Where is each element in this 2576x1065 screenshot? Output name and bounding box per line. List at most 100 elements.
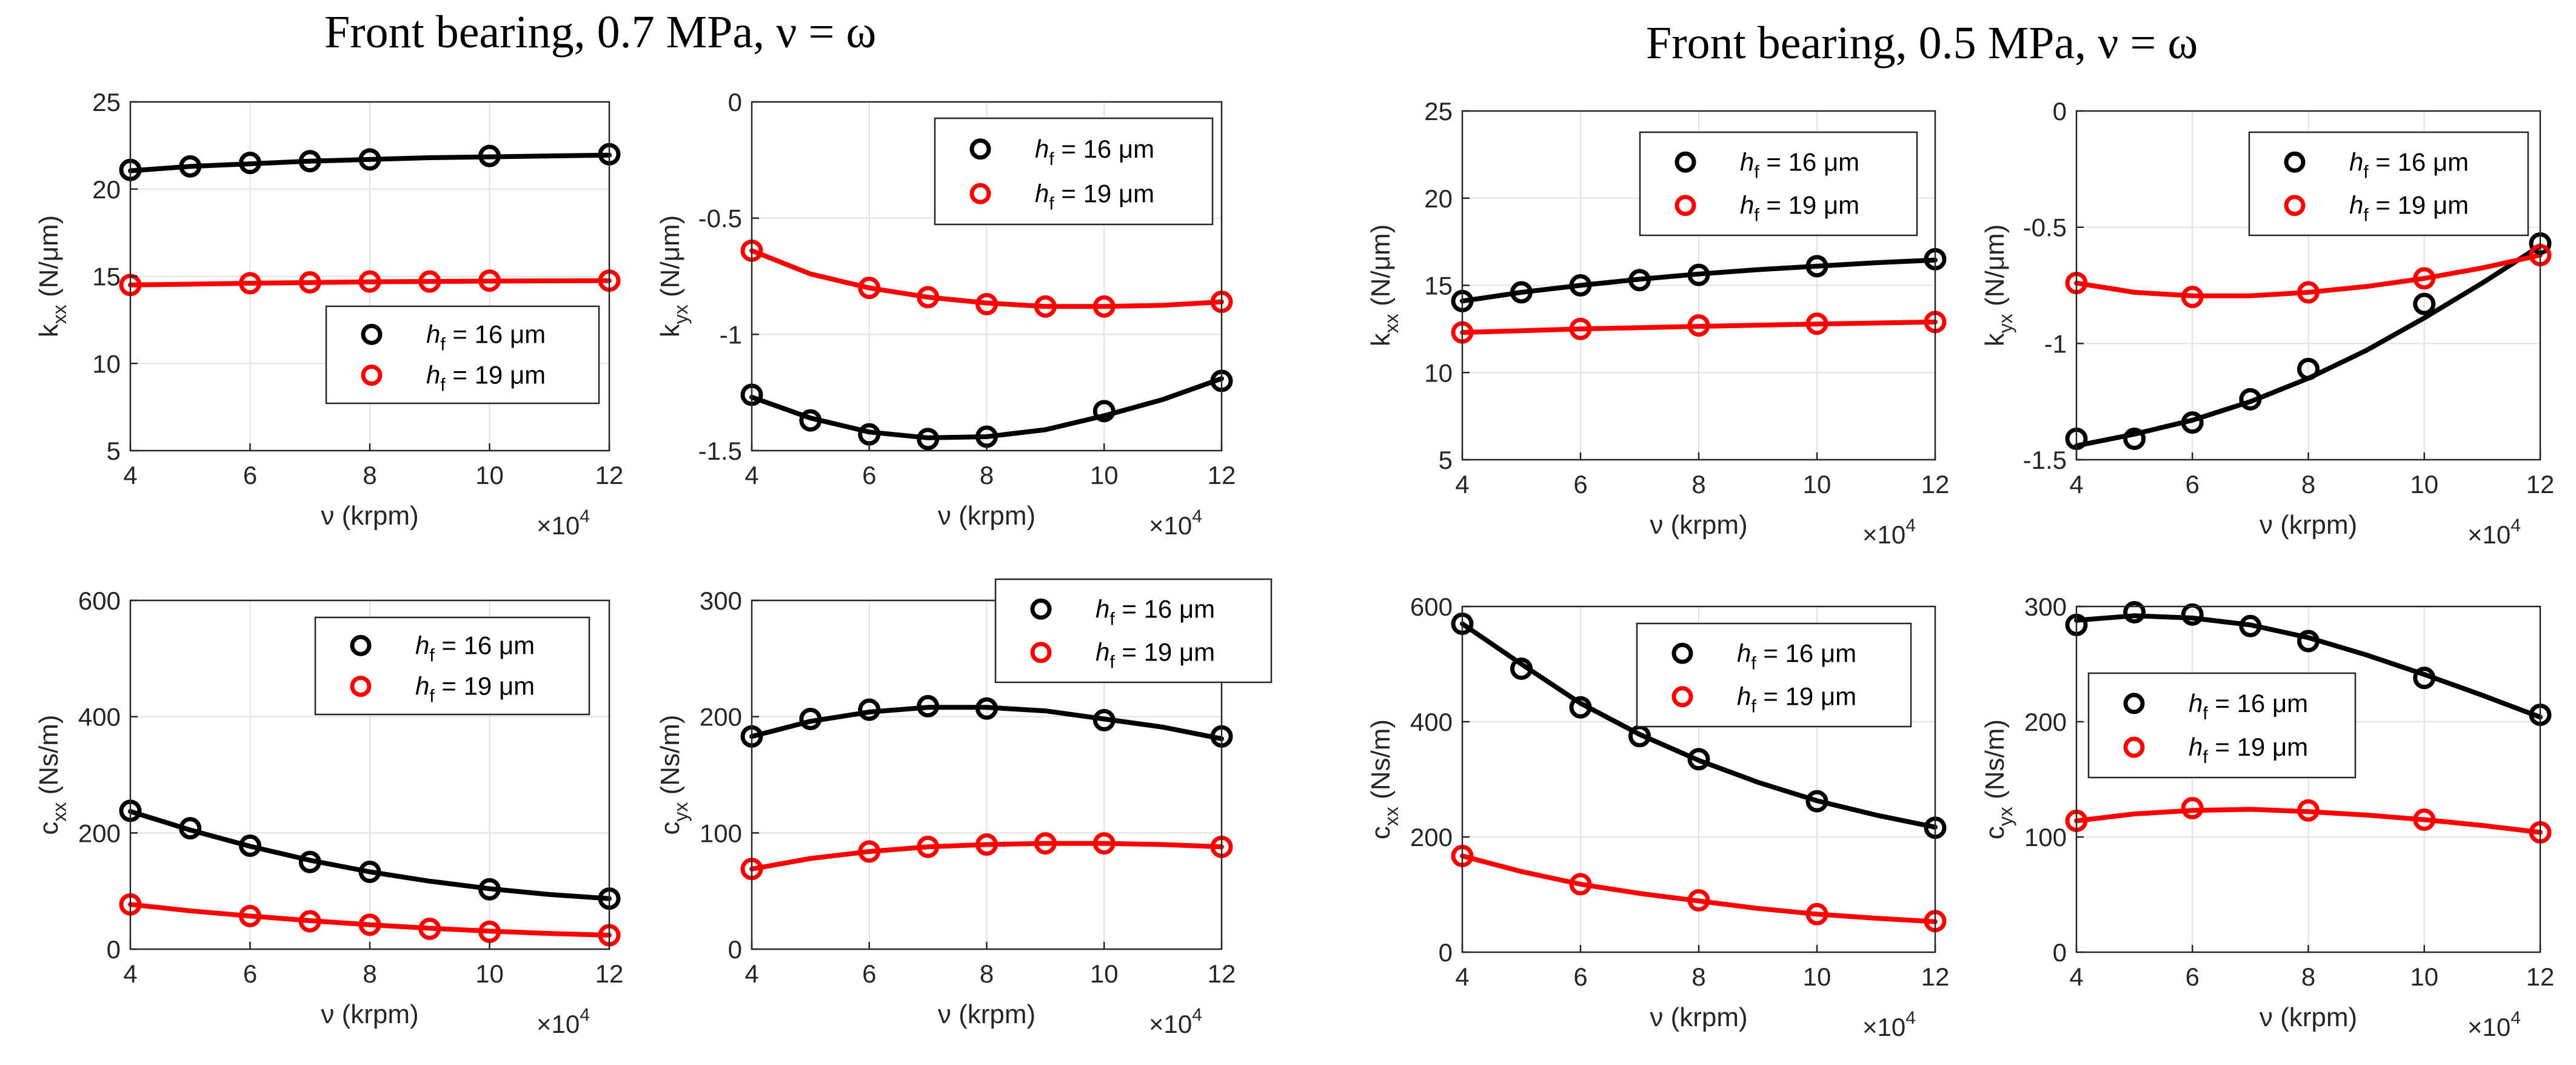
marker-series-1: [478, 144, 501, 167]
legend: hf = 16 μm hf = 19 μm: [314, 616, 590, 716]
marker-series-1: [239, 152, 261, 175]
marker-series-1: [975, 697, 998, 720]
y-tick-label: 20: [92, 175, 121, 204]
marker-series-1: [917, 694, 940, 717]
legend: hf = 16 μm hf = 19 μm: [934, 117, 1214, 226]
marker-series-2: [917, 835, 940, 858]
legend-marker-series-1: [1030, 598, 1052, 620]
x-tick-label: 8: [2301, 470, 2315, 499]
y-tick-label: -0.5: [2023, 213, 2067, 242]
x-tick-label: 8: [363, 461, 376, 489]
marker-series-1: [2123, 601, 2146, 623]
x-tick-label: 12: [1208, 461, 1236, 489]
legend-label-series-1: hf = 16 μm: [2189, 689, 2308, 724]
x-tick-label: 4: [744, 959, 758, 988]
y-axis-label: cxx (Ns/m): [1366, 719, 1402, 839]
chart-07-kxx: 4 6 8 10 12 5 10 15 20 25 ν (krpm) ×104 kxx (N/μm) hf…: [34, 88, 623, 540]
legend: hf = 16 μm hf = 19 μm: [325, 305, 600, 405]
marker-series-1: [917, 428, 940, 451]
marker-series-2: [2297, 799, 2320, 822]
legend-label-series-1: hf = 16 μm: [1096, 594, 1215, 629]
legend: hf = 16 μm hf = 19 μm: [994, 578, 1273, 684]
marker-series-2: [1805, 902, 1828, 926]
legend-label-series-2: hf = 19 μm: [2189, 733, 2308, 767]
x-tick-label: 6: [2186, 963, 2200, 991]
marker-series-1: [2239, 614, 2262, 637]
y-tick-label: 25: [1424, 97, 1453, 126]
y-axis-label: cyx (Ns/m): [655, 714, 692, 835]
x-axis-label: ν (krpm): [2260, 1003, 2357, 1032]
chart-07-kyx: 4 6 8 10 12 -1.5 -1 -0.5 0 ν (krpm) ×104 kyx (N/μm)…: [655, 88, 1236, 540]
x-axis-label: ν (krpm): [938, 501, 1035, 531]
x-axis-label: ν (krpm): [938, 999, 1035, 1029]
y-tick-label: 300: [2024, 593, 2067, 621]
marker-series-1: [1805, 255, 1828, 278]
y-axis-label: kxx (N/μm): [34, 215, 70, 338]
marker-series-2: [298, 271, 321, 294]
legend-marker-series-1: [2284, 151, 2306, 173]
marker-series-2: [418, 917, 441, 940]
legend-box: [1636, 622, 1912, 728]
marker-series-1: [179, 155, 202, 178]
legend-label-series-2: hf = 19 μm: [415, 672, 535, 707]
legend-box: [314, 616, 590, 716]
legend-label-series-1: hf = 16 μm: [1740, 147, 1859, 182]
y-tick-label: -1.5: [698, 437, 742, 465]
x-multiplier: ×104: [1149, 1005, 1202, 1038]
legend-label-series-2: hf = 19 μm: [1740, 191, 1859, 226]
y-tick-label: 200: [700, 703, 742, 731]
chart-05-cyx: 4 6 8 10 12 0 100 200 300 ν (krpm) ×104 cyx (Ns/m) h…: [1980, 593, 2554, 1041]
x-tick-label: 8: [2301, 963, 2315, 991]
x-tick-label: 6: [1573, 963, 1587, 991]
legend: hf = 16 μm hf = 19 μm: [2087, 672, 2357, 779]
marker-series-2: [2413, 267, 2436, 290]
x-tick-label: 4: [744, 461, 758, 489]
legend-label-series-2: hf = 19 μm: [1096, 638, 1215, 673]
marker-series-1: [298, 150, 321, 173]
marker-series-2: [1092, 295, 1116, 318]
marker-series-1: [2123, 428, 2146, 450]
y-tick-label: 15: [1424, 272, 1453, 300]
legend-box: [994, 578, 1273, 684]
fit-line-series-2: [1460, 853, 1938, 924]
marker-series-1: [1569, 696, 1592, 719]
marker-series-2: [358, 270, 381, 293]
legend-label-series-1: hf = 16 μm: [1035, 135, 1154, 169]
y-tick-label: 600: [78, 586, 121, 615]
legend-box: [325, 305, 600, 405]
marker-series-1: [2181, 603, 2204, 626]
legend-marker-series-1: [2123, 693, 2145, 714]
x-multiplier: ×104: [2467, 1008, 2521, 1041]
y-tick-label: 200: [78, 819, 121, 847]
legend: hf = 16 μm hf = 19 μm: [1636, 622, 1912, 728]
x-multiplier: ×104: [1862, 1008, 1916, 1041]
y-tick-label: -1: [2044, 329, 2067, 358]
legend-label-series-1: hf = 16 μm: [415, 631, 535, 665]
legend-label-series-1: hf = 16 μm: [1737, 639, 1856, 673]
marker-series-1: [799, 409, 822, 432]
y-tick-label: 5: [107, 437, 121, 465]
legend-box: [1639, 131, 1918, 237]
chart-05-cxx: 4 6 8 10 12 0 200 400 600 ν (krpm) ×104 cxx (Ns/m) h…: [1366, 593, 1949, 1041]
marker-series-1: [1092, 400, 1116, 423]
x-tick-label: 6: [862, 461, 876, 489]
fit-line-series-1: [1460, 621, 1938, 830]
x-tick-label: 6: [1573, 470, 1587, 499]
x-tick-label: 8: [363, 959, 376, 988]
marker-series-2: [1805, 312, 1828, 335]
x-tick-label: 10: [1090, 461, 1119, 489]
x-tick-label: 12: [2526, 963, 2555, 991]
x-tick-label: 6: [862, 959, 876, 988]
y-tick-label: 600: [1410, 593, 1453, 621]
x-tick-label: 8: [1691, 963, 1705, 991]
x-tick-label: 4: [123, 959, 137, 988]
legend-marker-series-2: [2284, 195, 2306, 217]
x-tick-label: 8: [980, 959, 994, 988]
y-tick-label: 300: [700, 586, 742, 615]
legend-label-series-2: hf = 19 μm: [1035, 179, 1154, 213]
fit-line-series-1: [128, 808, 612, 901]
marker-series-1: [2239, 388, 2262, 411]
legend-marker-series-2: [361, 365, 383, 386]
y-tick-label: 15: [92, 263, 121, 291]
